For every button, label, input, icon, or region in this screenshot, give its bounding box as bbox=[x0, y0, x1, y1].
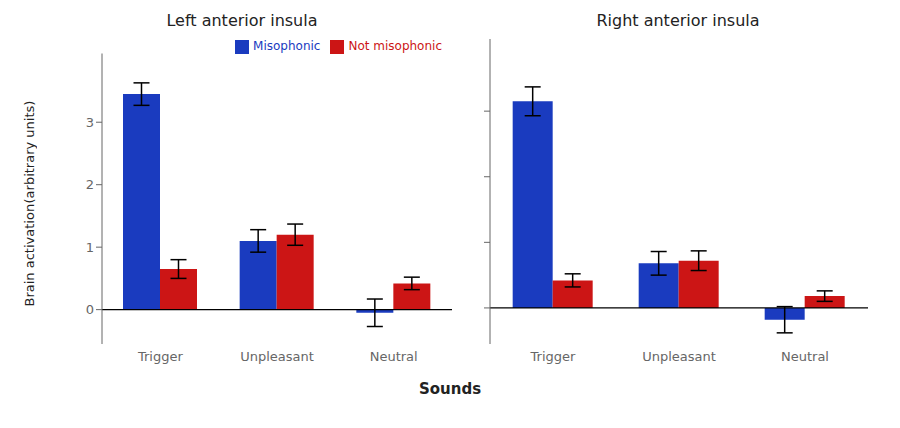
svg-text:3: 3 bbox=[86, 115, 94, 130]
svg-text:Trigger: Trigger bbox=[530, 349, 576, 364]
html-text:Misophonic: Misophonic bbox=[253, 39, 321, 53]
html-text:Left anterior insula: Left anterior insula bbox=[166, 11, 318, 30]
svg-text:0: 0 bbox=[86, 302, 94, 317]
svg-text:1: 1 bbox=[86, 240, 94, 255]
svg-text:Unpleasant: Unpleasant bbox=[642, 349, 716, 364]
svg-text:Neutral: Neutral bbox=[370, 349, 418, 364]
svg-text:Neutral: Neutral bbox=[781, 349, 829, 364]
svg-text:Trigger: Trigger bbox=[137, 349, 183, 364]
svg-text:Unpleasant: Unpleasant bbox=[240, 349, 314, 364]
html-text:(arbitrary units): (arbitrary units) bbox=[22, 101, 37, 205]
html-text:Brain activation: Brain activation bbox=[22, 204, 37, 307]
html-text:Not misophonic: Not misophonic bbox=[348, 39, 442, 53]
html-text:Sounds: Sounds bbox=[418, 380, 482, 398]
html-text:Right anterior insula: Right anterior insula bbox=[596, 11, 760, 30]
svg-text:2: 2 bbox=[86, 177, 94, 192]
